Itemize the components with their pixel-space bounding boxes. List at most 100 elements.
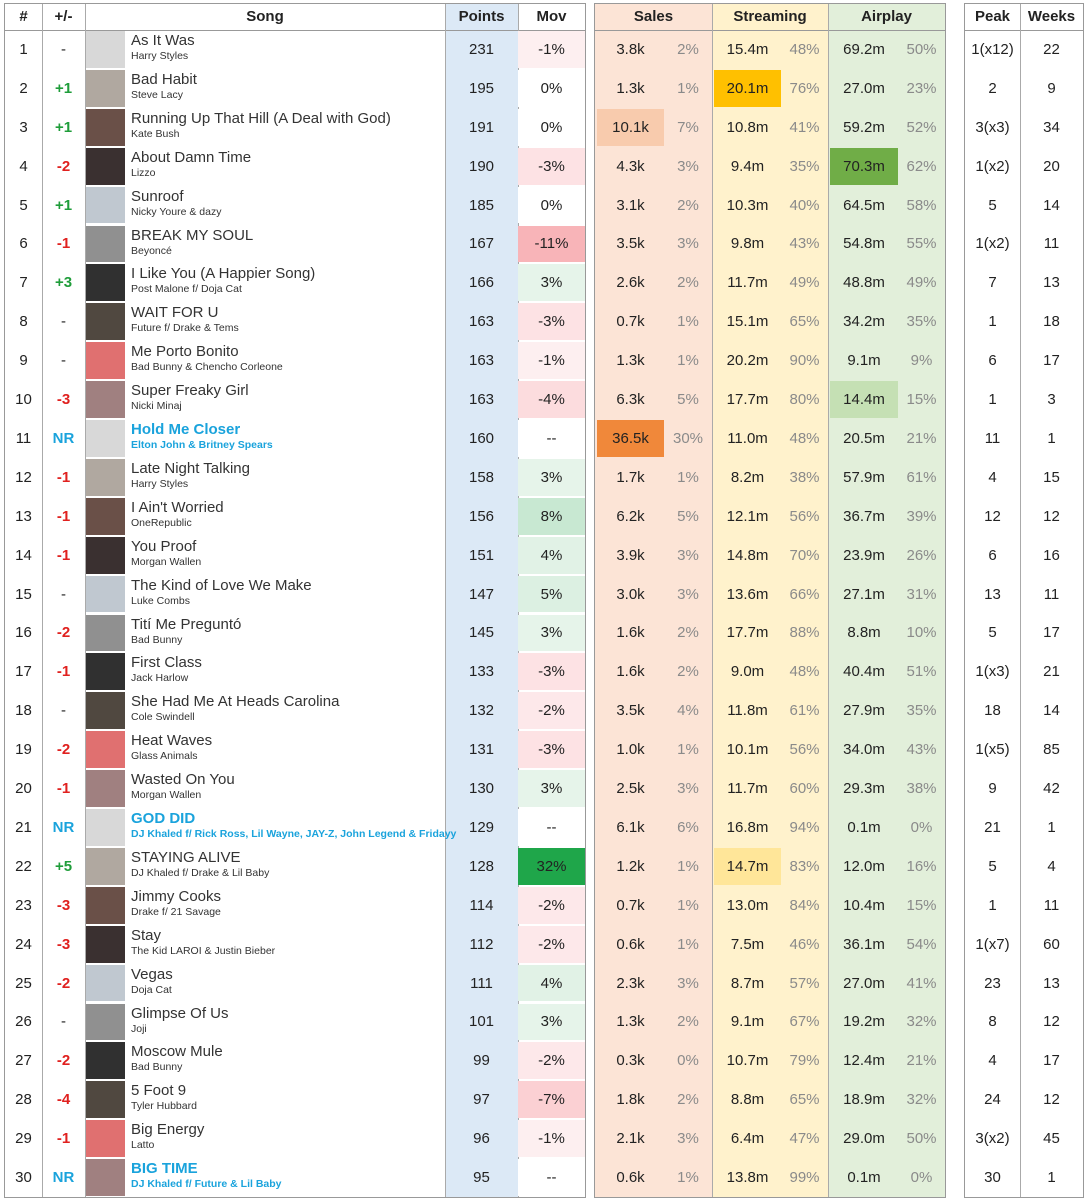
song-artist: Bad Bunny: [131, 633, 183, 646]
song-title: Glimpse Of Us: [131, 1004, 229, 1022]
table-cell: 5%: [518, 575, 585, 613]
column-line: [85, 3, 86, 1198]
table-cell: -3%: [518, 147, 585, 185]
table-cell: 23: [984, 974, 1001, 992]
table-cell: -: [61, 352, 66, 370]
song-artist: Lizzo: [131, 166, 156, 179]
table-cell: 1.0k: [616, 741, 645, 759]
song-artist: Nicki Minaj: [131, 400, 182, 413]
table-cell: 0.6k: [616, 1169, 645, 1187]
table-cell: 57.9m: [843, 468, 885, 486]
table-cell: -3%: [518, 303, 585, 341]
column-line: [712, 3, 713, 1198]
table-cell: 10.8m: [726, 118, 769, 136]
block-border: [964, 3, 1084, 1198]
table-cell: -2%: [518, 1042, 585, 1080]
table-cell: 41%: [906, 974, 937, 992]
table-cell: 1: [1047, 1169, 1056, 1187]
table-cell: 5%: [677, 391, 699, 409]
streaming-bg: [712, 3, 828, 1197]
table-cell: 17: [15, 663, 32, 681]
table-cell: 26%: [906, 546, 937, 564]
album-art: [86, 108, 125, 146]
song-title: Wasted On You: [131, 771, 235, 789]
table-cell: 1.3k: [616, 352, 645, 370]
table-cell: 50%: [906, 1130, 937, 1148]
table-cell: --: [518, 1159, 585, 1196]
album-art: [86, 614, 125, 652]
table-cell: 12.4m: [843, 1052, 885, 1070]
table-cell: 5: [988, 196, 997, 214]
table-cell: 27.0m: [843, 974, 885, 992]
table-cell: 2.5k: [616, 780, 645, 798]
table-cell: 1(x2): [975, 235, 1010, 253]
song-artist: Drake f/ 21 Savage: [131, 905, 221, 918]
song-artist: Beyoncé: [131, 244, 172, 257]
table-cell: 27: [15, 1052, 32, 1070]
song-artist: Bad Bunny & Chencho Corleone: [131, 361, 283, 374]
table-cell: 4: [1047, 857, 1056, 875]
table-cell: 60%: [789, 780, 820, 798]
table-cell: 9: [1047, 79, 1056, 97]
table-cell: 0.6k: [616, 935, 645, 953]
column-line: [42, 3, 43, 1198]
table-cell: 11: [1043, 585, 1060, 603]
table-cell: 12.0m: [843, 857, 885, 875]
table-cell: -3: [56, 935, 71, 953]
table-cell: 10.1m: [726, 741, 769, 759]
album-art: [86, 1120, 125, 1158]
table-cell: 15%: [906, 391, 937, 409]
album-art: [86, 809, 125, 846]
table-cell: 48.8m: [843, 274, 885, 292]
table-cell: 36.5k: [597, 420, 664, 457]
table-cell: 3%: [677, 546, 699, 564]
table-cell: 190: [468, 157, 495, 175]
table-cell: 12: [984, 507, 1001, 525]
table-cell: 2%: [677, 1091, 699, 1109]
table-cell: -1%: [518, 31, 585, 68]
song-title: Super Freaky Girl: [131, 382, 249, 400]
table-cell: 60: [1043, 935, 1060, 953]
table-cell: 20: [15, 780, 32, 798]
table-cell: -2: [56, 974, 71, 992]
table-cell: 83%: [789, 857, 820, 875]
song-artist: Nicky Youre & dazy: [131, 205, 222, 218]
table-cell: 8.7m: [730, 974, 765, 992]
song-title: As It Was: [131, 32, 195, 49]
table-cell: 18: [984, 702, 1001, 720]
table-cell: 54%: [906, 935, 937, 953]
song-title: BIG TIME: [131, 1160, 198, 1178]
album-art: [86, 731, 125, 769]
table-cell: 34: [1043, 118, 1060, 136]
song-artist: Elton John & Britney Spears: [131, 439, 273, 451]
table-cell: 195: [468, 79, 495, 97]
block-border: [4, 3, 586, 1198]
table-cell: 36.1m: [843, 935, 885, 953]
song-artist: Harry Styles: [131, 50, 189, 62]
table-cell: -1: [56, 780, 71, 798]
table-cell: 4%: [518, 964, 585, 1002]
table-cell: 6: [988, 352, 997, 370]
table-cell: 16%: [906, 857, 937, 875]
table-cell: -11%: [518, 225, 585, 263]
table-cell: 3: [19, 118, 28, 136]
table-cell: -1: [56, 1130, 71, 1148]
table-cell: 24: [15, 935, 32, 953]
song-artist: Joji: [131, 1022, 147, 1035]
song-title: The Kind of Love We Make: [131, 576, 312, 594]
table-cell: 10.4m: [843, 896, 885, 914]
table-cell: +3: [54, 274, 73, 292]
table-cell: 11: [15, 429, 32, 447]
table-cell: 34.0m: [843, 741, 885, 759]
table-cell: 0.7k: [616, 313, 645, 331]
header-cell: Mov: [536, 8, 567, 25]
table-cell: --: [518, 420, 585, 457]
table-cell: 65%: [789, 1091, 820, 1109]
table-cell: 80%: [789, 391, 820, 409]
table-cell: -2: [56, 157, 71, 175]
table-cell: 9.4m: [730, 157, 765, 175]
table-cell: 23%: [906, 79, 937, 97]
table-cell: 19: [15, 741, 32, 759]
table-cell: 1%: [677, 352, 699, 370]
